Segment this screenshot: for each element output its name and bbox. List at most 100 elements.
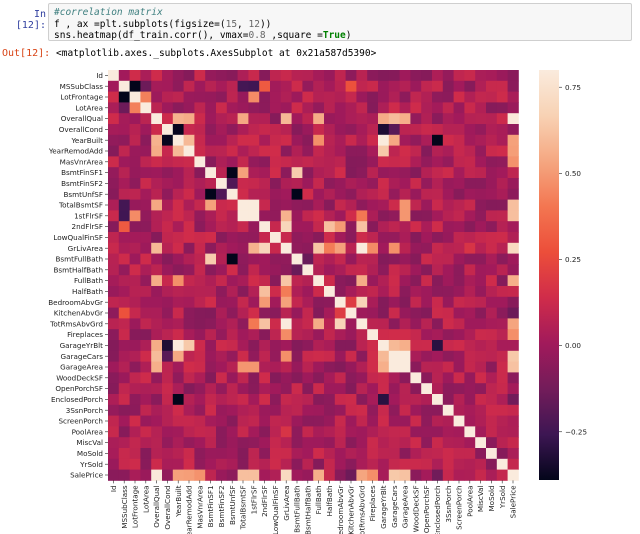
heatmap-cell [270,178,282,190]
heatmap-cell [507,156,519,168]
heatmap-cell [140,458,152,470]
heatmap-cell [118,221,130,233]
heatmap-cell [205,415,217,427]
heatmap-cell [183,329,195,341]
heatmap-cell [378,275,390,287]
heatmap-cell [237,210,249,222]
heatmap-cell [313,242,325,254]
y-tick-label: ScreenPorch [59,417,104,426]
heatmap-cell [453,329,465,341]
heatmap-cell [194,264,206,276]
code-cell-input[interactable]: #correlation matrix f , ax =plt.subplots… [48,3,632,41]
heatmap-cell [183,70,195,82]
heatmap-cell [151,124,163,136]
heatmap-cell [194,426,206,438]
heatmap-cell [216,102,228,114]
heatmap-cell [248,221,260,233]
heatmap-cell [140,124,152,136]
heatmap-cell [313,145,325,157]
heatmap-cell [162,210,174,222]
heatmap-cell [334,404,346,416]
heatmap-cell [302,253,314,265]
heatmap-cell [216,178,228,190]
heatmap-cell [216,383,228,395]
heatmap-cell [183,102,195,114]
heatmap-cell [313,210,325,222]
heatmap-cell [118,329,130,341]
heatmap-cell [378,124,390,136]
heatmap-cell [486,469,498,481]
heatmap-cell [432,394,444,406]
heatmap-cell [388,415,400,427]
heatmap-cell [237,145,249,157]
heatmap-cell [313,286,325,298]
heatmap-cell [259,80,271,92]
heatmap-cell [140,361,152,373]
heatmap-cell [259,188,271,200]
heatmap-cell [237,415,249,427]
heatmap-cell [410,188,422,200]
heatmap-cell [421,264,433,276]
x-tick-label: BsmtUnfSF [228,485,237,525]
heatmap-cell [270,275,282,287]
heatmap-cell [388,199,400,211]
heatmap-cell [496,199,508,211]
heatmap-cell [291,199,303,211]
heatmap-cell [313,199,325,211]
heatmap-cell [410,318,422,330]
heatmap-cell [129,394,141,406]
heatmap-cell [108,307,120,319]
heatmap-cell [442,113,454,125]
heatmap-cell [172,318,184,330]
heatmap-cell [313,340,325,352]
heatmap-cell [324,318,336,330]
heatmap-cell [432,383,444,395]
heatmap-cell [194,178,206,190]
heatmap-cell [259,329,271,341]
heatmap-cell [280,350,292,362]
heatmap-cell [140,286,152,298]
heatmap-cell [421,340,433,352]
heatmap-cell [270,102,282,114]
heatmap-cell [205,221,217,233]
heatmap-cell [205,124,217,136]
heatmap-cell [334,80,346,92]
heatmap-cell [108,469,120,481]
heatmap-cell [442,426,454,438]
heatmap-cell [205,296,217,308]
heatmap-cell [507,232,519,244]
heatmap-cell [486,350,498,362]
heatmap-cell [388,113,400,125]
heatmap-cell [129,372,141,384]
heatmap-cell [172,415,184,427]
heatmap-cell [453,242,465,254]
heatmap-cell [399,124,411,136]
heatmap-cell [507,102,519,114]
heatmap-cell [129,188,141,200]
heatmap-cell [129,340,141,352]
heatmap-cell [475,167,487,179]
heatmap-cell [486,91,498,103]
heatmap-cell [205,404,217,416]
heatmap-cell [216,275,228,287]
heatmap-cell [356,329,368,341]
heatmap-cell [194,448,206,460]
heatmap-cell [237,286,249,298]
heatmap-cell [432,264,444,276]
heatmap-cell [205,232,217,244]
heatmap-cell [270,253,282,265]
heatmap-cell [334,253,346,265]
heatmap-cell [421,91,433,103]
heatmap-cell [129,426,141,438]
heatmap-cell [496,296,508,308]
heatmap-cell [194,469,206,481]
heatmap-cell [302,394,314,406]
heatmap-cell [410,286,422,298]
heatmap-cell [345,210,357,222]
heatmap-cell [453,178,465,190]
heatmap-cell [356,361,368,373]
heatmap-cell [399,210,411,222]
heatmap-cell [410,145,422,157]
heatmap-cell [172,253,184,265]
heatmap-cell [129,91,141,103]
